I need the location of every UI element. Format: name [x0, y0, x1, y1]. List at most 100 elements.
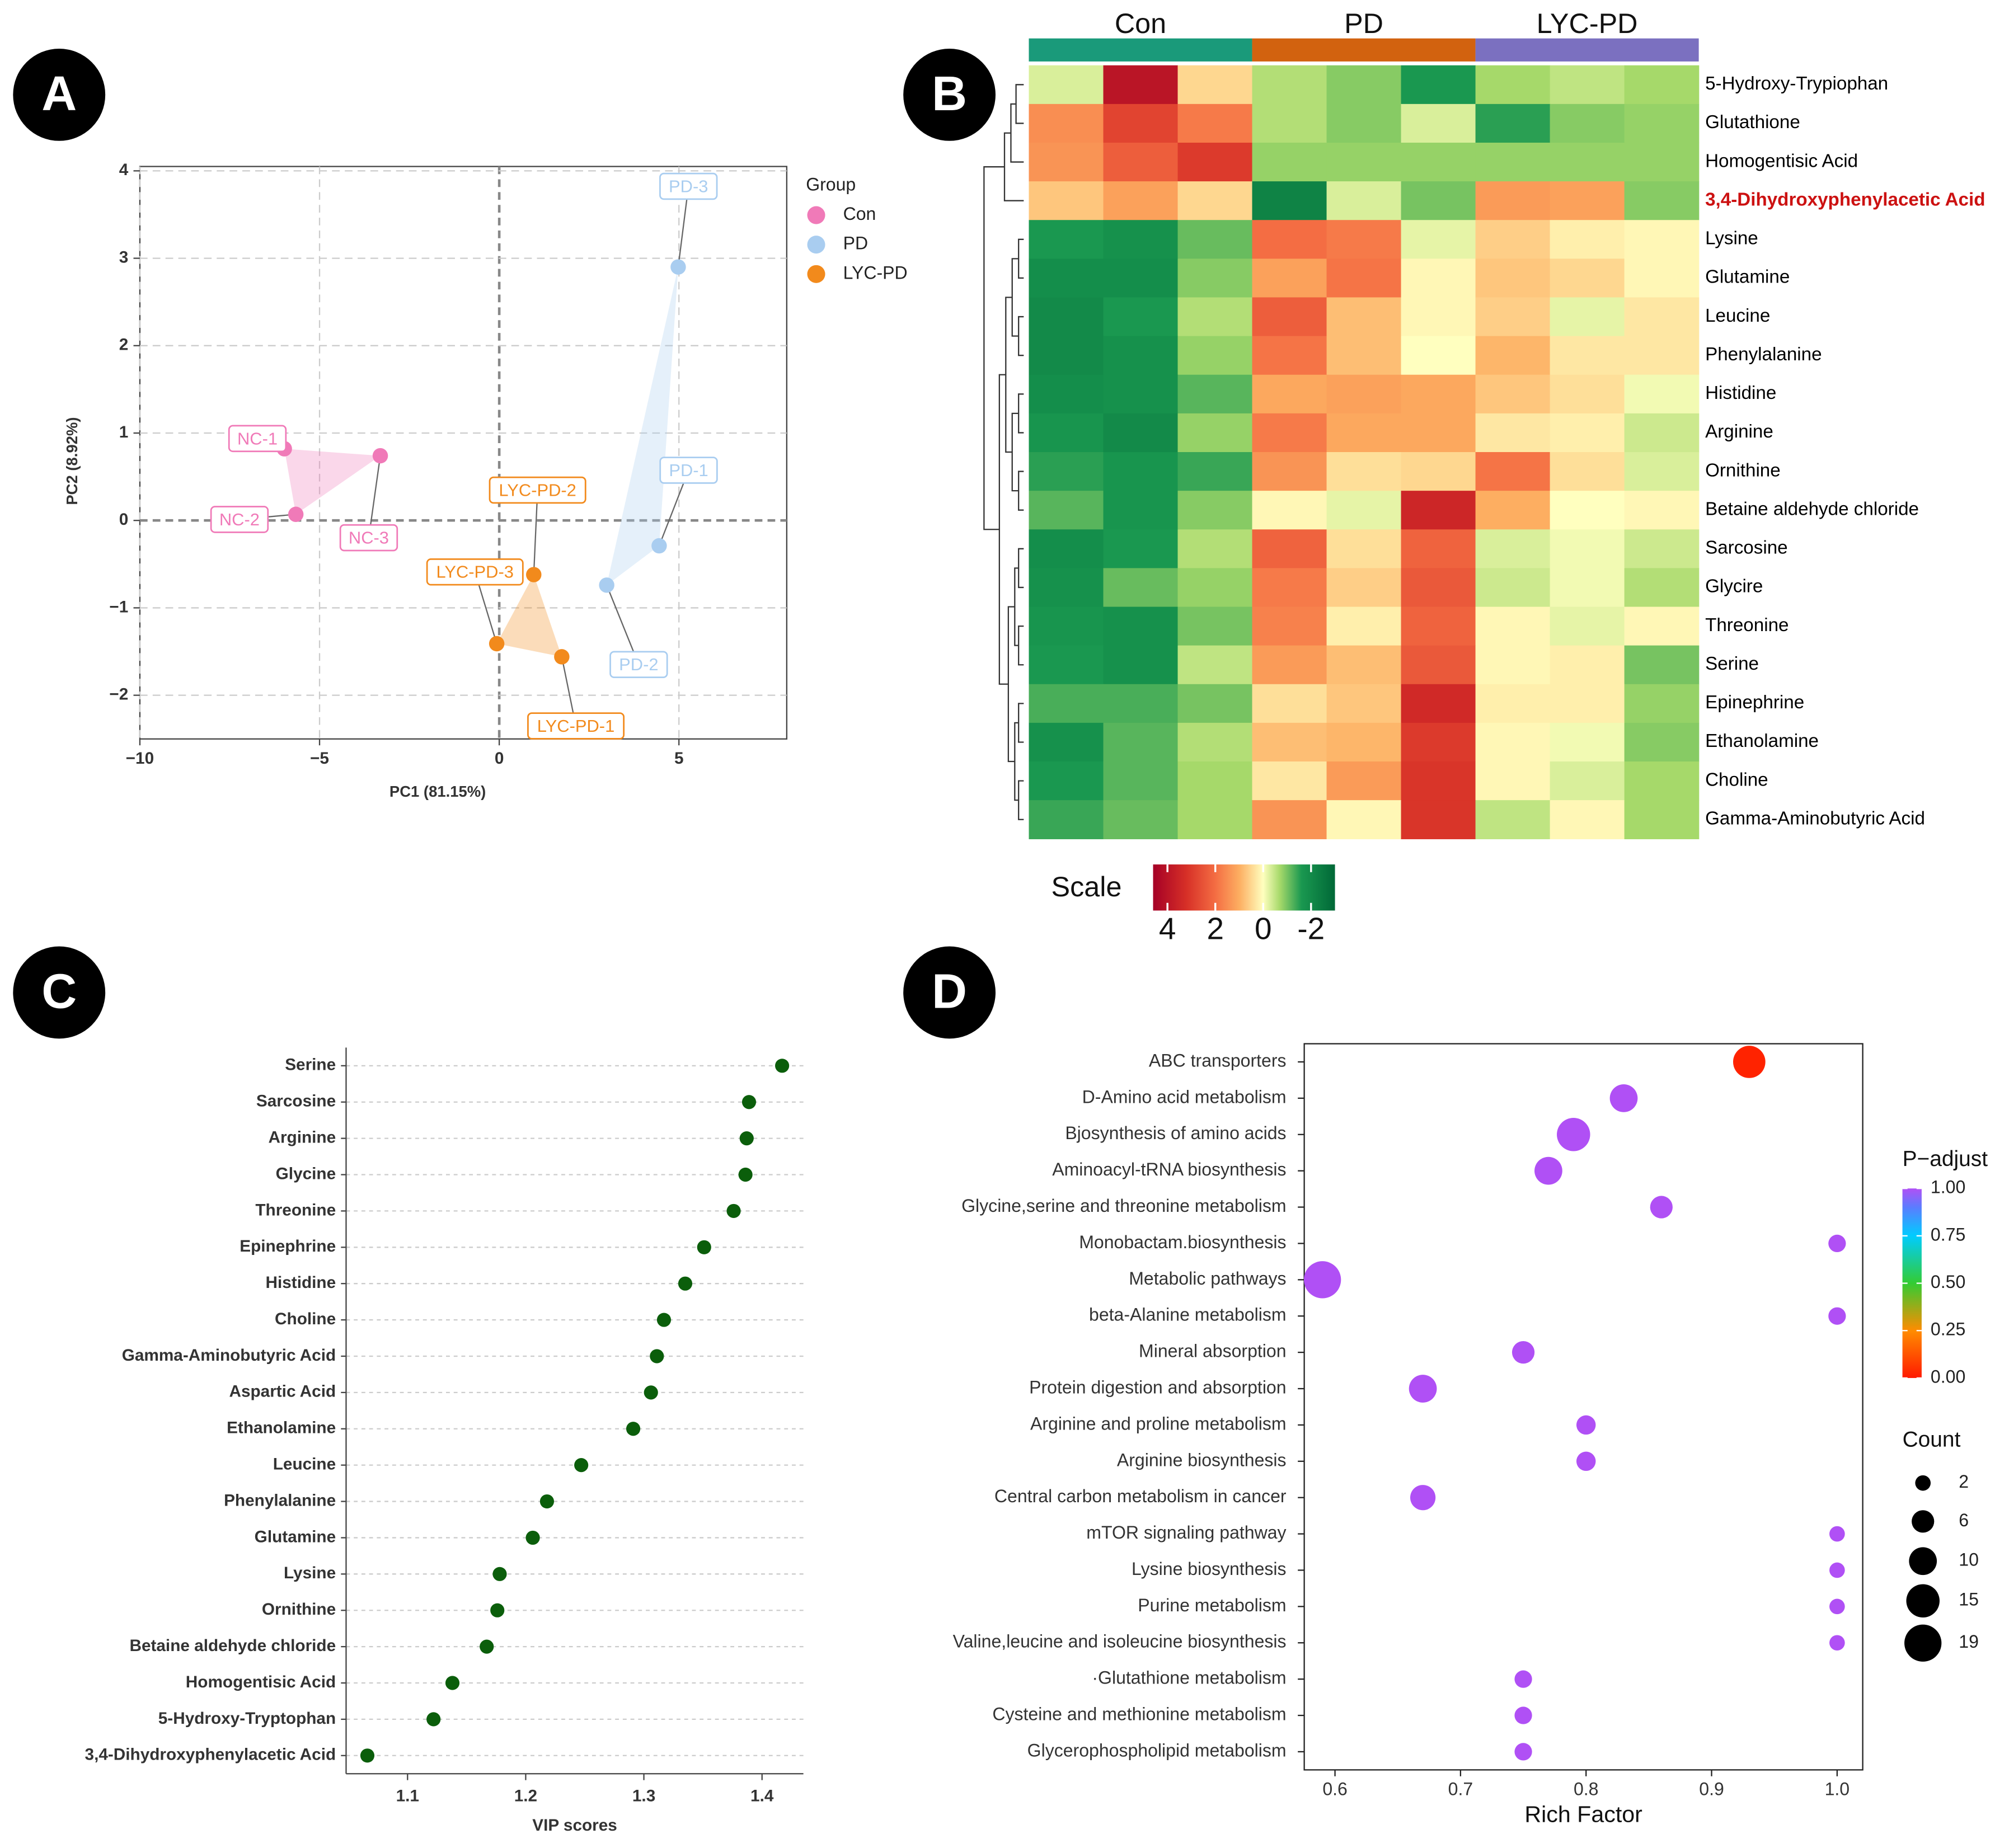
row-label: Choline: [1705, 769, 1768, 790]
panel-letter: B: [932, 67, 967, 121]
heat-cell: [1103, 800, 1179, 839]
x-axis-label: Rich Factor: [1524, 1802, 1642, 1827]
y-tick-label: Glycine,serine and threonine metabolism: [961, 1196, 1286, 1216]
y-tick-label: Homogentisic Acid: [186, 1673, 336, 1691]
heat-cell: [1550, 413, 1625, 453]
y-tick-label: beta-Alanine metabolism: [1089, 1305, 1287, 1325]
size-legend-swatch: [1909, 1547, 1937, 1576]
y-tick-label: 0: [119, 510, 129, 529]
heat-cell: [1475, 606, 1551, 646]
heat-cell: [1177, 761, 1253, 801]
heat-cell: [1624, 800, 1700, 839]
bubble: [1514, 1743, 1532, 1761]
legend-swatch: [807, 236, 825, 254]
legend-swatch: [807, 265, 825, 283]
heat-cell: [1177, 142, 1253, 182]
heat-cell: [1624, 297, 1700, 337]
y-tick-label: 3: [119, 248, 129, 266]
plot-frame: [1303, 1043, 1864, 1771]
heat-cell: [1624, 220, 1700, 260]
heat-cell: [1401, 142, 1476, 182]
heat-cell: [1177, 104, 1253, 143]
bubble: [1303, 1261, 1341, 1299]
heat-cell: [1624, 142, 1700, 182]
heat-cell: [1475, 800, 1551, 839]
heat-cell: [1401, 568, 1476, 608]
heat-cell: [1326, 374, 1402, 414]
heat-cell: [1252, 606, 1327, 646]
dot: [626, 1422, 641, 1436]
heat-cell: [1252, 374, 1327, 414]
dot: [480, 1639, 494, 1654]
y-tick-label: 5-Hydroxy-Tryptophan: [158, 1709, 336, 1728]
y-tick-label: Arginine: [268, 1128, 336, 1146]
point: [288, 506, 304, 523]
point-label: LYC-PD-3: [436, 562, 513, 582]
bubble: [1829, 1526, 1845, 1542]
point-label-box: [426, 558, 524, 586]
row-label: 5-Hydroxy-Trypiophan: [1705, 73, 1888, 94]
heat-cell: [1475, 529, 1551, 569]
heat-cell: [1550, 568, 1625, 608]
heat-cell: [1029, 800, 1104, 839]
size-legend-label: 19: [1959, 1631, 1979, 1652]
heat-cell: [1550, 142, 1625, 182]
heat-cell: [1177, 800, 1253, 839]
bubble: [1828, 1234, 1846, 1253]
heat-cell: [1550, 65, 1625, 105]
group-bar: [1029, 38, 1252, 62]
row-label: 3,4-Dihydroxyphenylacetic Acid: [1705, 189, 1985, 210]
point-label: PD-3: [669, 176, 708, 196]
heat-cell: [1401, 258, 1476, 298]
y-tick-label: Sarcosine: [256, 1092, 336, 1111]
size-legend-swatch: [1906, 1584, 1940, 1617]
heat-cell: [1326, 800, 1402, 839]
y-tick-label: Ethanolamine: [227, 1419, 336, 1437]
y-tick-label: 3,4-Dihydroxyphenylacetic Acid: [85, 1746, 336, 1764]
size-legend-label: 15: [1959, 1590, 1979, 1610]
bubble: [1829, 1562, 1845, 1578]
x-tick-label: −10: [126, 749, 154, 768]
heat-cell: [1401, 452, 1476, 491]
heat-cell: [1177, 374, 1253, 414]
row-label: Glutamine: [1705, 267, 1790, 288]
legend-label: LYC-PD: [843, 262, 908, 283]
heat-cell: [1326, 491, 1402, 530]
heat-cell: [1177, 336, 1253, 375]
x-tick-label: 0: [495, 749, 504, 768]
dot: [738, 1167, 753, 1182]
bubble: [1829, 1598, 1845, 1615]
heat-cell: [1029, 65, 1104, 105]
heat-cell: [1401, 336, 1476, 375]
dendrogram-branch: [1007, 606, 1015, 763]
y-tick-label: Epinephrine: [240, 1237, 336, 1255]
heat-cell: [1475, 297, 1551, 337]
heat-cell: [1624, 452, 1700, 491]
dot: [360, 1748, 375, 1763]
dot: [574, 1458, 589, 1473]
y-tick-label: Protein digestion and absorption: [1029, 1377, 1286, 1397]
heat-cell: [1177, 258, 1253, 298]
point-label-box: [489, 476, 586, 504]
heat-cell: [1326, 297, 1402, 337]
y-tick-label: ·Glutathione metabolism: [1092, 1668, 1286, 1688]
row-label: Ornithine: [1705, 460, 1781, 481]
y-tick-label: Histidine: [266, 1273, 336, 1292]
bubble: [1557, 1117, 1590, 1151]
bubble: [1829, 1635, 1845, 1651]
heat-cell: [1624, 258, 1700, 298]
heat-cell: [1103, 181, 1179, 220]
heat-cell: [1252, 491, 1327, 530]
heat-cell: [1252, 142, 1327, 182]
heat-cell: [1103, 374, 1179, 414]
heat-cell: [1326, 181, 1402, 220]
heat-cell: [1029, 258, 1104, 298]
y-tick-label: Lysine: [284, 1564, 336, 1582]
legend-swatch: [807, 206, 825, 224]
heat-cell: [1029, 645, 1104, 685]
heat-cell: [1624, 606, 1700, 646]
y-tick-label: Monobactam.biosynthesis: [1079, 1232, 1286, 1252]
y-tick-label: Purine metabolism: [1138, 1595, 1286, 1615]
y-tick-label: Central carbon metabolism in cancer: [994, 1486, 1287, 1506]
point: [372, 448, 388, 464]
